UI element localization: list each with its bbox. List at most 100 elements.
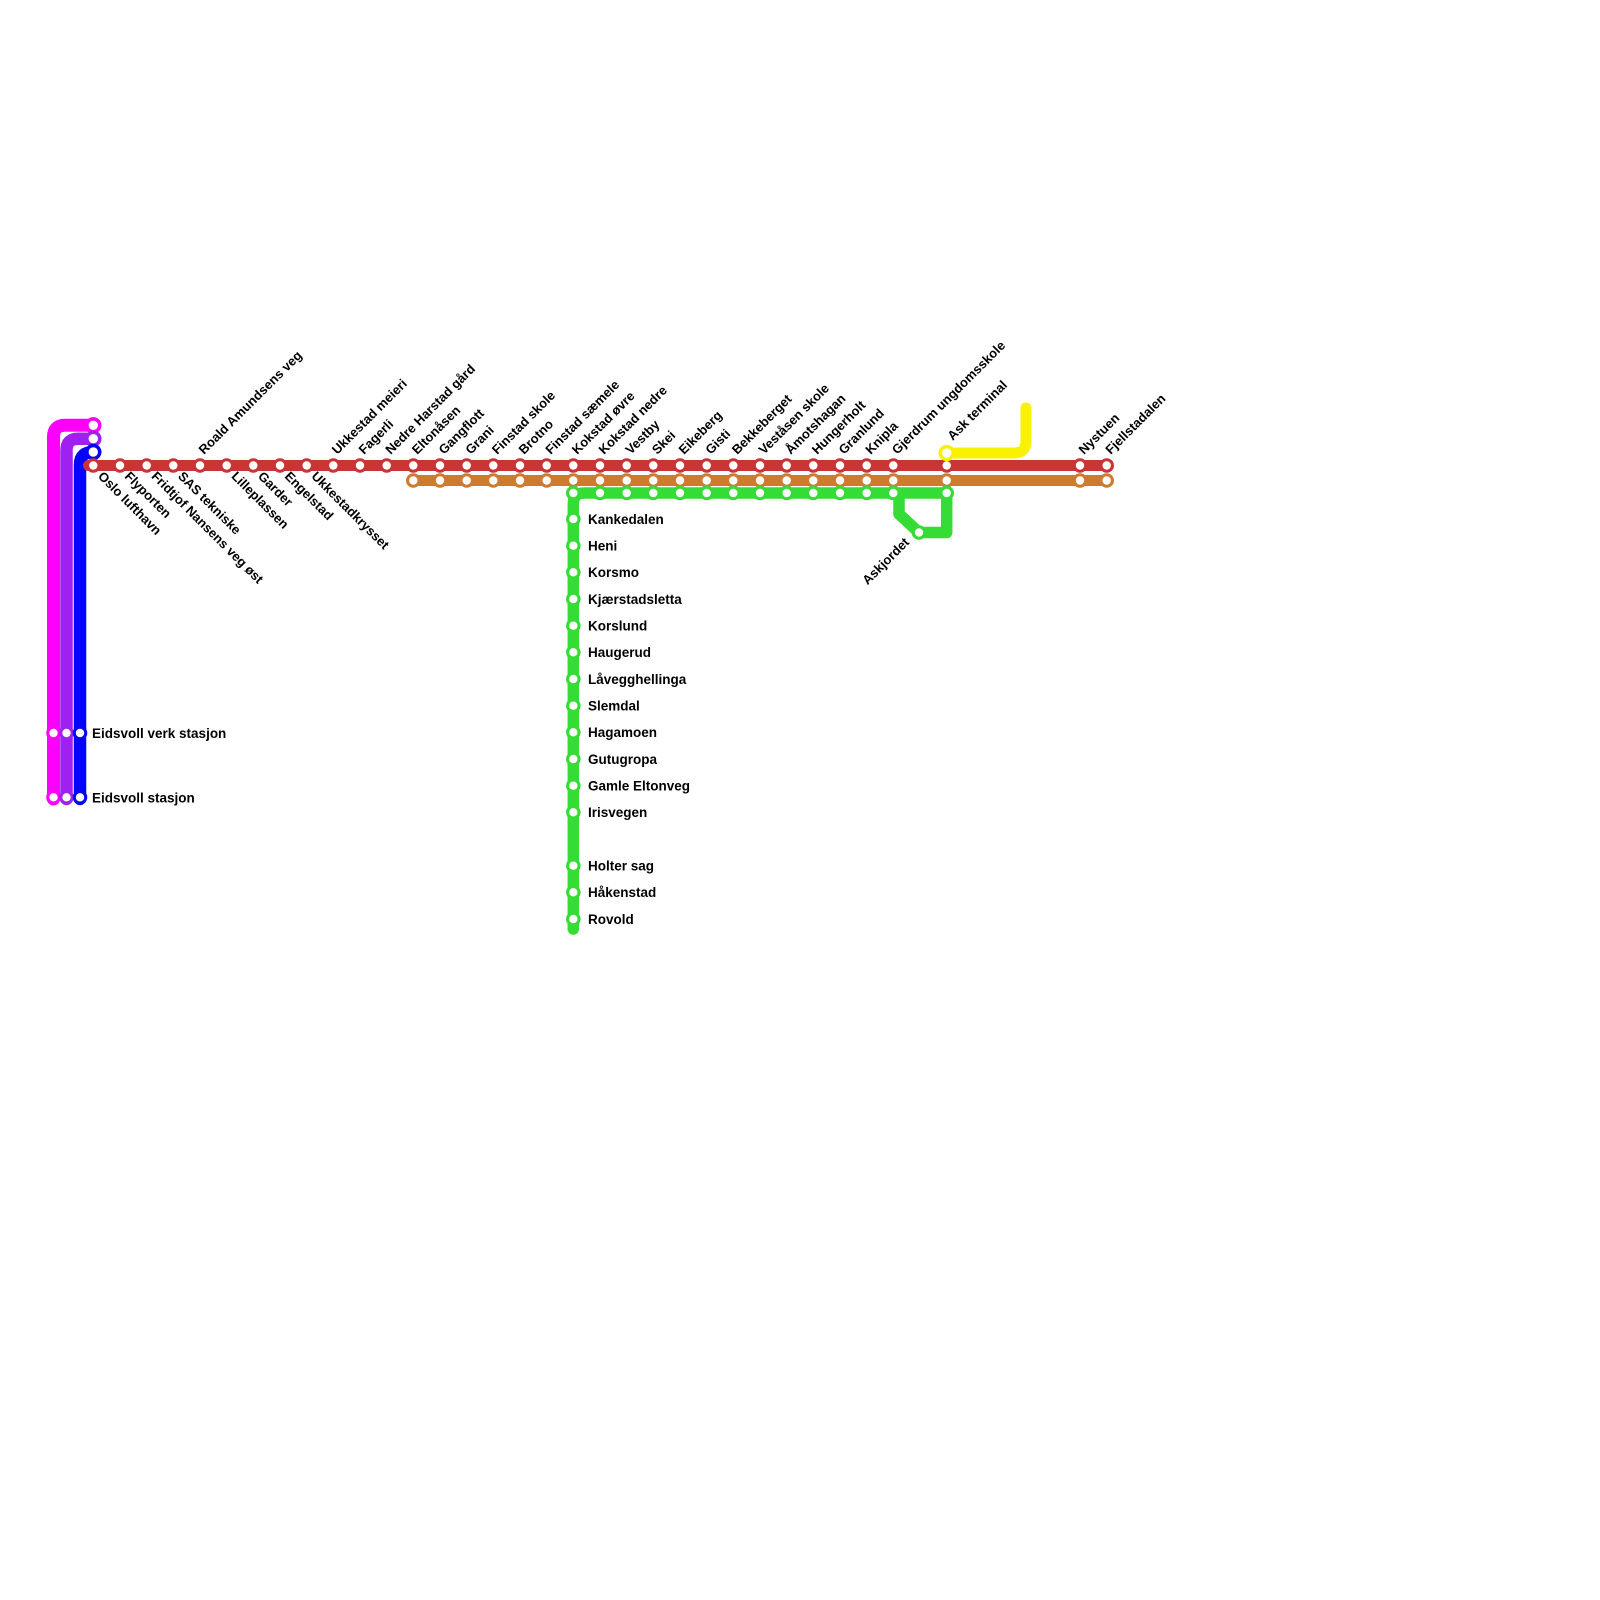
station-dot-hole	[649, 461, 658, 470]
station-dot-hole	[569, 754, 578, 764]
station-dot-hole	[942, 488, 951, 498]
station-dot-hole	[169, 461, 178, 470]
station-label-holter-sag: Holter sag	[588, 859, 654, 874]
station-dot-hole	[569, 808, 578, 817]
station-dot-hole	[489, 476, 498, 485]
station-dot-hole	[942, 448, 952, 458]
station-label-roald-amundsens-veg: Roald Amundsens veg	[196, 348, 305, 457]
station-dot-hole	[515, 461, 525, 470]
station-dot-hole	[515, 476, 525, 485]
station-dot-hole	[88, 434, 99, 444]
station-dot-hole	[569, 648, 578, 657]
station-dot-hole	[89, 461, 98, 470]
station-dot-hole	[649, 476, 658, 485]
station-dot-hole	[835, 476, 845, 485]
station-label-korslund: Korslund	[588, 619, 647, 634]
station-label-eidsvoll-stasjon: Eidsvoll stasjon	[92, 790, 195, 805]
magenta-line	[47, 418, 100, 806]
station-dot-hole	[88, 420, 99, 430]
station-dot-hole	[569, 514, 578, 524]
station-dot-hole	[409, 461, 418, 470]
station-dot-hole	[569, 621, 578, 630]
station-dot-hole	[329, 461, 338, 470]
station-label-gamle-eltonveg: Gamle Eltonveg	[588, 779, 690, 794]
station-dot-hole	[195, 461, 205, 470]
station-dot-hole	[88, 447, 99, 457]
station-dot-hole	[595, 488, 605, 498]
station-dot-hole	[569, 674, 578, 684]
station-dot-hole	[142, 461, 151, 470]
station-dots	[46, 417, 1114, 927]
station-label-slemdal: Slemdal	[588, 699, 640, 714]
station-dot-hole	[569, 488, 578, 498]
station-label-kjærstadsletta: Kjærstadsletta	[588, 592, 682, 607]
station-dot-hole	[675, 488, 685, 498]
station-dot-hole	[1102, 476, 1111, 485]
blue-line	[73, 445, 100, 806]
station-dot-hole	[702, 488, 711, 498]
station-dot-hole	[1075, 476, 1085, 485]
station-dot-hole	[942, 461, 951, 470]
station-dot-hole	[49, 793, 58, 802]
station-label-askjordet: Askjordet	[859, 534, 912, 587]
station-dot-hole	[462, 476, 471, 485]
station-dot-hole	[355, 461, 365, 470]
station-label-kankedalen: Kankedalen	[588, 512, 664, 527]
station-dot-hole	[222, 461, 231, 470]
station-dot-hole	[729, 476, 738, 485]
station-dot-hole	[835, 488, 845, 498]
station-dot-hole	[782, 476, 791, 485]
station-dot-hole	[889, 461, 898, 470]
station-label-gutugropa: Gutugropa	[588, 752, 657, 767]
station-dot-hole	[489, 461, 498, 470]
station-dot-hole	[435, 461, 445, 470]
station-dot-hole	[569, 476, 578, 485]
station-dot-hole	[809, 461, 818, 470]
station-label-heni: Heni	[588, 539, 617, 554]
station-label-eidsvoll-verk-stasjon: Eidsvoll verk stasjon	[92, 726, 226, 741]
station-dot-hole	[542, 476, 551, 485]
station-dot-hole	[462, 461, 471, 470]
station-dot-hole	[569, 914, 578, 924]
station-label-irisvegen: Irisvegen	[588, 805, 647, 820]
station-dot-hole	[49, 728, 58, 738]
station-dot-hole	[569, 541, 578, 550]
station-dot-hole	[809, 476, 818, 485]
station-dot-hole	[729, 488, 738, 498]
station-dot-hole	[569, 701, 578, 710]
station-dot-hole	[675, 476, 685, 485]
station-dot-hole	[835, 461, 845, 470]
station-dot-hole	[569, 861, 578, 870]
station-dot-hole	[755, 476, 765, 485]
station-dot-hole	[942, 476, 951, 485]
station-dot-hole	[75, 728, 85, 738]
station-dot-hole	[702, 476, 711, 485]
station-label-håkenstad: Håkenstad	[588, 885, 656, 900]
station-dot-hole	[569, 888, 578, 897]
station-dot-hole	[115, 461, 125, 470]
station-dot-hole	[382, 461, 391, 470]
station-dot-hole	[409, 476, 418, 485]
station-dot-hole	[675, 461, 685, 470]
station-dot-hole	[862, 488, 871, 498]
station-dot-hole	[569, 594, 578, 604]
station-dot-hole	[249, 461, 258, 470]
station-dot-hole	[889, 476, 898, 485]
station-dot-hole	[1075, 461, 1085, 470]
station-dot-hole	[914, 528, 924, 537]
station-label-haugerud: Haugerud	[588, 645, 651, 660]
station-dot-hole	[702, 461, 711, 470]
station-dot-hole	[809, 488, 818, 498]
station-label-låvegghellinga: Låvegghellinga	[588, 672, 687, 687]
station-dot-hole	[275, 461, 285, 470]
station-dot-hole	[862, 476, 871, 485]
station-dot-hole	[435, 476, 445, 485]
station-label-rovold: Rovold	[588, 912, 634, 927]
station-dot-hole	[649, 488, 658, 498]
station-dot-hole	[569, 461, 578, 470]
station-dot-hole	[595, 461, 605, 470]
station-dot-hole	[755, 488, 765, 498]
